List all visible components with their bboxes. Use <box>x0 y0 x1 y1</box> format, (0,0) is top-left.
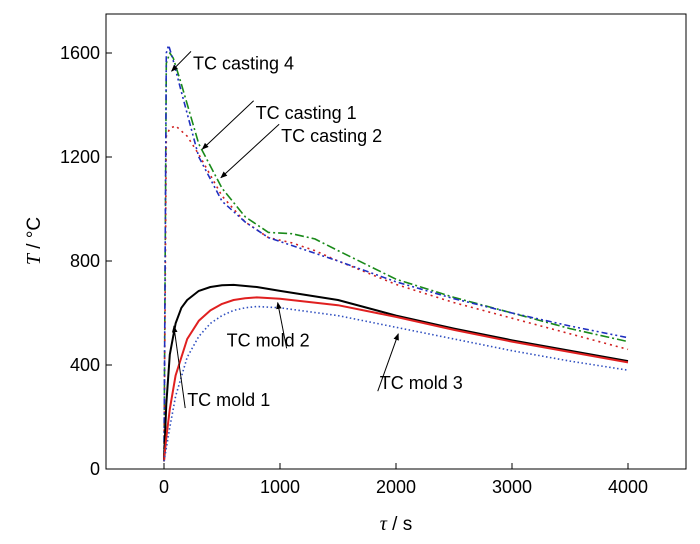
x-axis-unit: / s <box>387 514 412 535</box>
annotation-label: TC casting 2 <box>281 126 382 146</box>
annotation-label: TC mold 3 <box>380 373 463 393</box>
y-tick-label: 800 <box>70 251 100 271</box>
annotation-arrow <box>171 51 192 72</box>
x-axis-symbol: τ <box>380 513 388 535</box>
series-line-casting1 <box>163 125 629 462</box>
x-tick-label: 3000 <box>492 477 532 497</box>
annotation-arrow <box>220 123 280 179</box>
series-line-mold3 <box>163 305 629 462</box>
annotation-label: TC casting 4 <box>193 53 294 73</box>
annotation-label: TC casting 1 <box>256 103 357 123</box>
series-lines <box>163 44 629 462</box>
series-line-mold2 <box>163 296 629 462</box>
y-tick-label: 1600 <box>60 43 100 63</box>
y-axis-label: T / °C <box>23 217 45 265</box>
x-tick-label: 1000 <box>260 477 300 497</box>
x-axis-label: τ / s <box>380 513 413 535</box>
y-tick-label: 0 <box>90 459 100 479</box>
y-axis-unit: / °C <box>24 217 45 254</box>
annotations: TC casting 4 TC casting 1 TC casting 2 TC m… <box>171 51 463 410</box>
y-axis-symbol: T <box>23 252 45 265</box>
y-tick-label: 1200 <box>60 147 100 167</box>
annotation-label: TC mold 1 <box>187 390 270 410</box>
x-tick-label: 4000 <box>608 477 648 497</box>
y-tick-label: 400 <box>70 355 100 375</box>
annotation-arrow <box>276 301 288 349</box>
x-tick-label: 2000 <box>376 477 416 497</box>
annotation-arrow <box>171 325 186 409</box>
annotation-arrow <box>201 100 254 150</box>
axis-ticks: 0 1000 2000 3000 4000 0 400 800 1200 1600 <box>60 43 648 497</box>
series-line-casting2 <box>163 44 629 462</box>
x-tick-label: 0 <box>159 477 169 497</box>
annotation-label: TC mold 2 <box>227 330 310 350</box>
annotation-arrow <box>377 333 399 392</box>
